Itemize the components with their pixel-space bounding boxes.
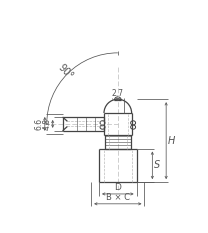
- Text: 90°: 90°: [56, 62, 75, 81]
- Text: H: H: [168, 136, 176, 146]
- Text: D: D: [114, 183, 121, 192]
- Text: 4.8: 4.8: [42, 118, 51, 130]
- Text: S: S: [154, 160, 161, 170]
- Text: 2.7: 2.7: [112, 89, 124, 98]
- Text: 6.6: 6.6: [34, 118, 43, 130]
- Text: B × C: B × C: [106, 193, 130, 202]
